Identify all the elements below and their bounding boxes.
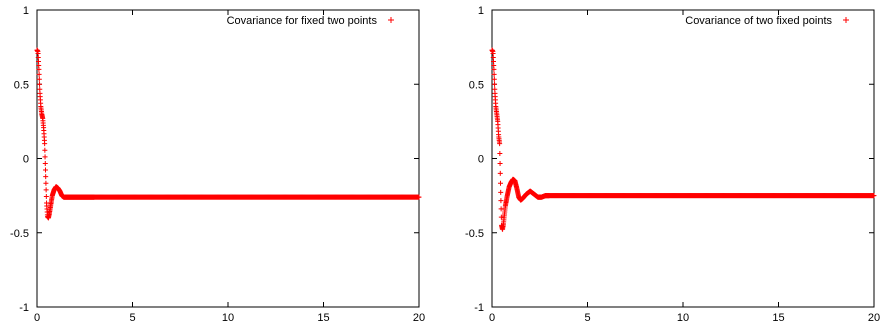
y-tick-label: 0	[23, 154, 29, 166]
data-point	[497, 151, 503, 157]
data-point	[498, 206, 504, 212]
y-tick-label: -0.5	[465, 228, 484, 240]
data-point	[491, 66, 497, 72]
chart-1: 0 5 10 15 20 -1 -0.5 0 0.5 1 Covariance for fixed …	[10, 5, 425, 324]
data-point	[43, 180, 49, 186]
data-point	[42, 167, 48, 173]
data-point	[491, 76, 497, 82]
data-point	[42, 141, 48, 147]
data-point	[36, 66, 42, 72]
data-point	[43, 187, 49, 193]
data-point	[871, 193, 877, 199]
data-point	[497, 180, 503, 186]
y-tick-label: 0.5	[469, 79, 484, 91]
data-point	[42, 154, 48, 160]
plot-frame	[491, 9, 875, 308]
data-point	[416, 194, 422, 200]
legend-label: Covariance of two fixed points	[685, 15, 832, 27]
data-point	[497, 160, 503, 166]
data-point	[36, 71, 42, 77]
data-point	[42, 147, 48, 153]
x-tick-label: 5	[584, 312, 590, 324]
series-1	[489, 47, 877, 232]
y-tick-label: -1	[19, 302, 29, 314]
legend-marker	[388, 17, 394, 23]
y-tick-label: 1	[478, 5, 484, 17]
data-point	[43, 174, 49, 180]
data-point	[37, 81, 43, 87]
data-point	[497, 141, 503, 147]
data-point	[36, 76, 42, 82]
y-tick-label: 0	[478, 154, 484, 166]
data-point	[497, 170, 503, 176]
data-point	[498, 198, 504, 204]
y-tick-label: 1	[23, 5, 29, 17]
y-tick-label: 0.5	[14, 79, 29, 91]
data-point	[492, 81, 498, 87]
x-tick-label: 5	[129, 312, 135, 324]
data-point	[498, 214, 504, 220]
x-tick-label: 20	[413, 312, 425, 324]
series-1	[34, 47, 422, 221]
y-tick-label: -0.5	[10, 228, 29, 240]
data-point	[43, 193, 49, 199]
plot-frame	[36, 9, 420, 308]
x-tick-label: 10	[677, 312, 689, 324]
y-tick-label: -1	[474, 302, 484, 314]
legend-marker	[843, 17, 849, 23]
x-tick-label: 15	[317, 312, 329, 324]
data-point	[42, 160, 48, 166]
data-point	[498, 189, 504, 195]
x-tick-label: 10	[222, 312, 234, 324]
chart-2: 0 5 10 15 20 -1 -0.5 0 0.5 1 Covariance of two fix…	[465, 5, 880, 324]
legend-label: Covariance for fixed two points	[227, 15, 378, 27]
x-tick-label: 0	[489, 312, 495, 324]
data-point	[491, 71, 497, 77]
x-tick-label: 20	[868, 312, 880, 324]
x-tick-label: 0	[34, 312, 40, 324]
x-tick-label: 15	[772, 312, 784, 324]
